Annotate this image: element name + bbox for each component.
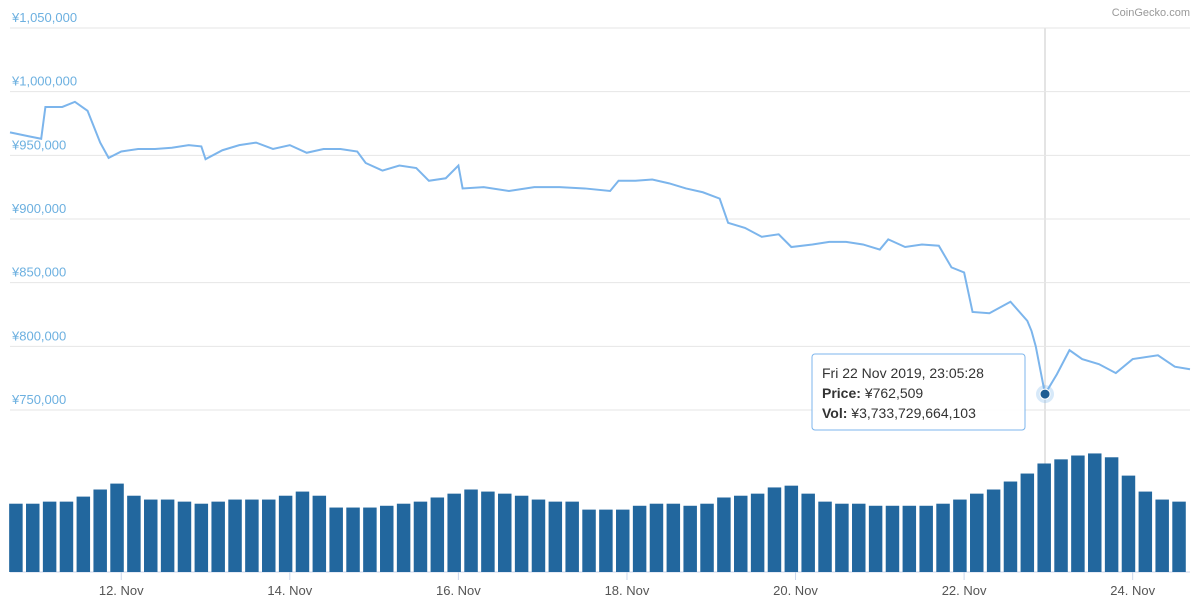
volume-bar <box>363 507 377 572</box>
x-tick-label: 24. Nov <box>1110 583 1155 598</box>
y-tick-label: ¥750,000 <box>11 392 66 407</box>
volume-bar <box>144 499 158 572</box>
tooltip-vol: Vol: ¥3,733,729,664,103 <box>822 405 976 421</box>
volume-bar <box>59 501 74 572</box>
credit: CoinGecko.com <box>1112 7 1190 19</box>
volume-bar <box>1138 491 1153 572</box>
volume-bar <box>1088 453 1102 572</box>
volume-bar <box>9 503 23 572</box>
tooltip-box <box>811 353 1026 431</box>
x-tick-label: 12. Nov <box>99 583 144 598</box>
volume-bar <box>278 495 293 572</box>
volume-bar <box>481 491 495 572</box>
volume-bar <box>262 499 276 572</box>
volume-bar <box>346 507 360 572</box>
x-tick-label: 16. Nov <box>436 583 481 598</box>
volume-bar <box>1172 501 1186 572</box>
x-tick-label: 22. Nov <box>942 583 987 598</box>
volume-bar <box>885 505 900 572</box>
volume-bar <box>329 507 343 572</box>
volume-bar <box>666 503 681 572</box>
x-tick-label: 20. Nov <box>773 583 818 598</box>
tooltip-price-value: ¥762,509 <box>864 385 924 401</box>
volume-bar <box>211 501 225 572</box>
volume-bar <box>919 505 933 572</box>
volume-bar <box>1071 455 1085 572</box>
volume-bar <box>835 503 849 572</box>
x-tick-label: 14. Nov <box>267 583 312 598</box>
volume-bar <box>582 509 596 572</box>
volume-bar <box>514 495 529 572</box>
volume-bar <box>936 503 950 572</box>
x-tick-label: 18. Nov <box>605 583 650 598</box>
volume-bar <box>700 503 714 572</box>
volume-bar <box>396 503 411 572</box>
tooltip-vol-label: Vol: <box>822 405 847 421</box>
volume-bar <box>1003 481 1018 572</box>
volume-bar <box>1121 475 1136 572</box>
volume-bar <box>565 501 579 572</box>
tooltip-vol-value: ¥3,733,729,664,103 <box>850 405 976 421</box>
volume-bar <box>852 503 866 572</box>
volume-bar <box>801 493 815 572</box>
y-tick-label: ¥900,000 <box>11 201 66 216</box>
volume-bar <box>868 505 883 572</box>
volume-bar <box>380 505 394 572</box>
hover-point <box>1039 388 1051 400</box>
volume-bar <box>902 505 917 572</box>
y-tick-label: ¥800,000 <box>11 328 66 343</box>
volume-bar <box>599 509 613 572</box>
volume-bar <box>953 499 967 572</box>
volume-bar <box>734 495 748 572</box>
y-tick-label: ¥950,000 <box>11 137 66 152</box>
volume-bar <box>1037 463 1051 572</box>
volume-bar <box>784 485 799 572</box>
volume-bar <box>767 487 782 572</box>
price-line <box>9 100 1191 397</box>
y-tick-label: ¥1,050,000 <box>11 10 77 25</box>
volume-bar <box>1104 457 1119 572</box>
y-tick-label: ¥850,000 <box>11 265 66 280</box>
volume-bar <box>717 497 731 572</box>
volume-bar <box>986 489 1001 572</box>
tooltip-price: Price: ¥762,509 <box>822 385 923 401</box>
volume-bar <box>160 499 175 572</box>
volume-bar <box>76 496 91 572</box>
volume-bar <box>110 483 124 572</box>
volume-bar <box>177 501 192 572</box>
volume-bar <box>413 501 428 572</box>
volume-bar <box>312 495 327 572</box>
volume-bar <box>649 503 664 572</box>
volume-bar <box>548 501 563 572</box>
volume-bar <box>93 489 107 572</box>
volume-bar <box>228 499 242 572</box>
tooltip-price-label: Price: <box>822 385 861 401</box>
volume-bar <box>42 501 57 572</box>
volume-bar <box>818 501 832 572</box>
volume-bar <box>970 493 984 572</box>
y-tick-label: ¥1,000,000 <box>11 74 77 89</box>
volume-bar <box>1054 459 1068 572</box>
volume-bar <box>1020 473 1035 572</box>
volume-bar <box>194 503 209 572</box>
volume-bar <box>430 497 445 572</box>
volume-bar <box>26 503 40 572</box>
volume-bar <box>447 493 461 572</box>
volume-bar <box>127 495 141 572</box>
volume-bar <box>464 489 478 572</box>
tooltip-date: Fri 22 Nov 2019, 23:05:28 <box>822 365 984 381</box>
volume-bar <box>750 493 765 572</box>
volume-bar <box>245 499 259 572</box>
volume-bar <box>632 505 647 572</box>
volume-bar <box>683 505 697 572</box>
tooltip: Fri 22 Nov 2019, 23:05:28 Price: ¥762,50… <box>811 353 1026 431</box>
volume-bar <box>616 509 630 572</box>
volume-bar <box>295 491 310 572</box>
volume-bar <box>498 493 512 572</box>
volume-bar <box>531 499 546 572</box>
volume-bar <box>1155 499 1169 572</box>
